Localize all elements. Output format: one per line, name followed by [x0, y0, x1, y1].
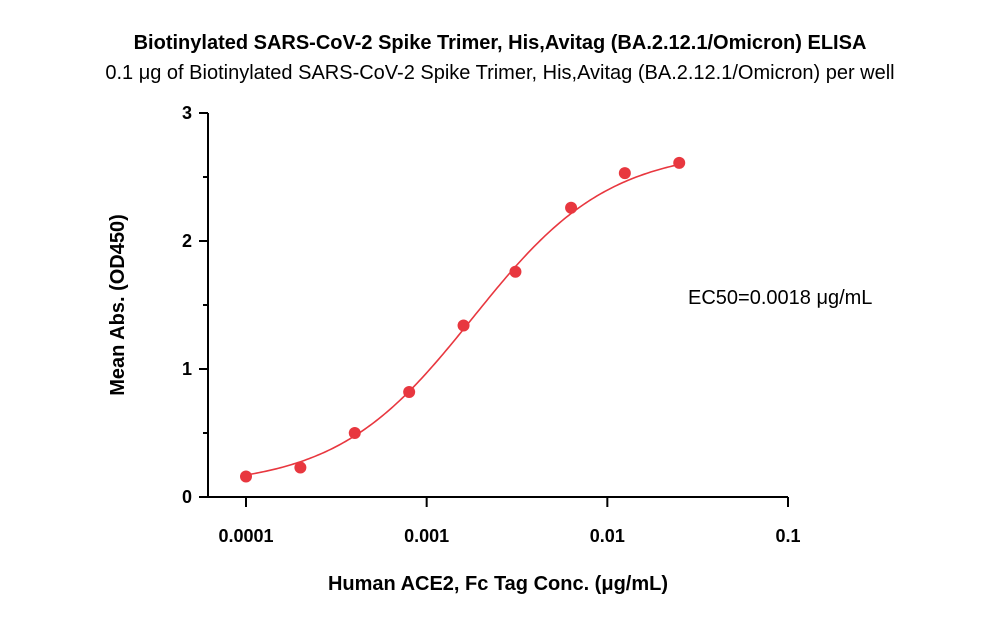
y-tick-label: 3: [182, 103, 192, 123]
data-point: [403, 386, 416, 399]
chart-subtitle: 0.1 μg of Biotinylated SARS-CoV-2 Spike …: [105, 62, 895, 84]
y-tick-label: 1: [182, 359, 192, 379]
data-point: [565, 201, 578, 214]
data-points: [240, 156, 686, 483]
data-point: [294, 461, 307, 474]
ec50-annotation: EC50=0.0018 μg/mL: [688, 287, 872, 309]
y-tick-label: 0: [182, 487, 192, 507]
data-point: [240, 470, 252, 483]
data-point: [618, 167, 631, 180]
y-axis-label: Mean Abs. (OD450): [107, 214, 129, 396]
x-axis-label: Human ACE2, Fc Tag Conc. (μg/mL): [328, 573, 668, 595]
axis-labels: Human ACE2, Fc Tag Conc. (μg/mL) Mean Ab…: [107, 214, 872, 595]
data-point: [509, 265, 522, 278]
y-tick-label: 2: [182, 231, 192, 251]
x-tick-label: 0.0001: [218, 526, 273, 546]
x-tick-label: 0.001: [404, 526, 449, 546]
data-point: [457, 319, 470, 332]
axes: 0 1 2 3 0.0001 0.001 0.01 0.1: [182, 103, 801, 546]
data-point: [673, 156, 686, 169]
data-point: [348, 427, 361, 439]
x-tick-label: 0.1: [775, 526, 800, 546]
chart-title: Biotinylated SARS-CoV-2 Spike Trimer, Hi…: [133, 32, 867, 54]
x-tick-label: 0.01: [590, 526, 625, 546]
